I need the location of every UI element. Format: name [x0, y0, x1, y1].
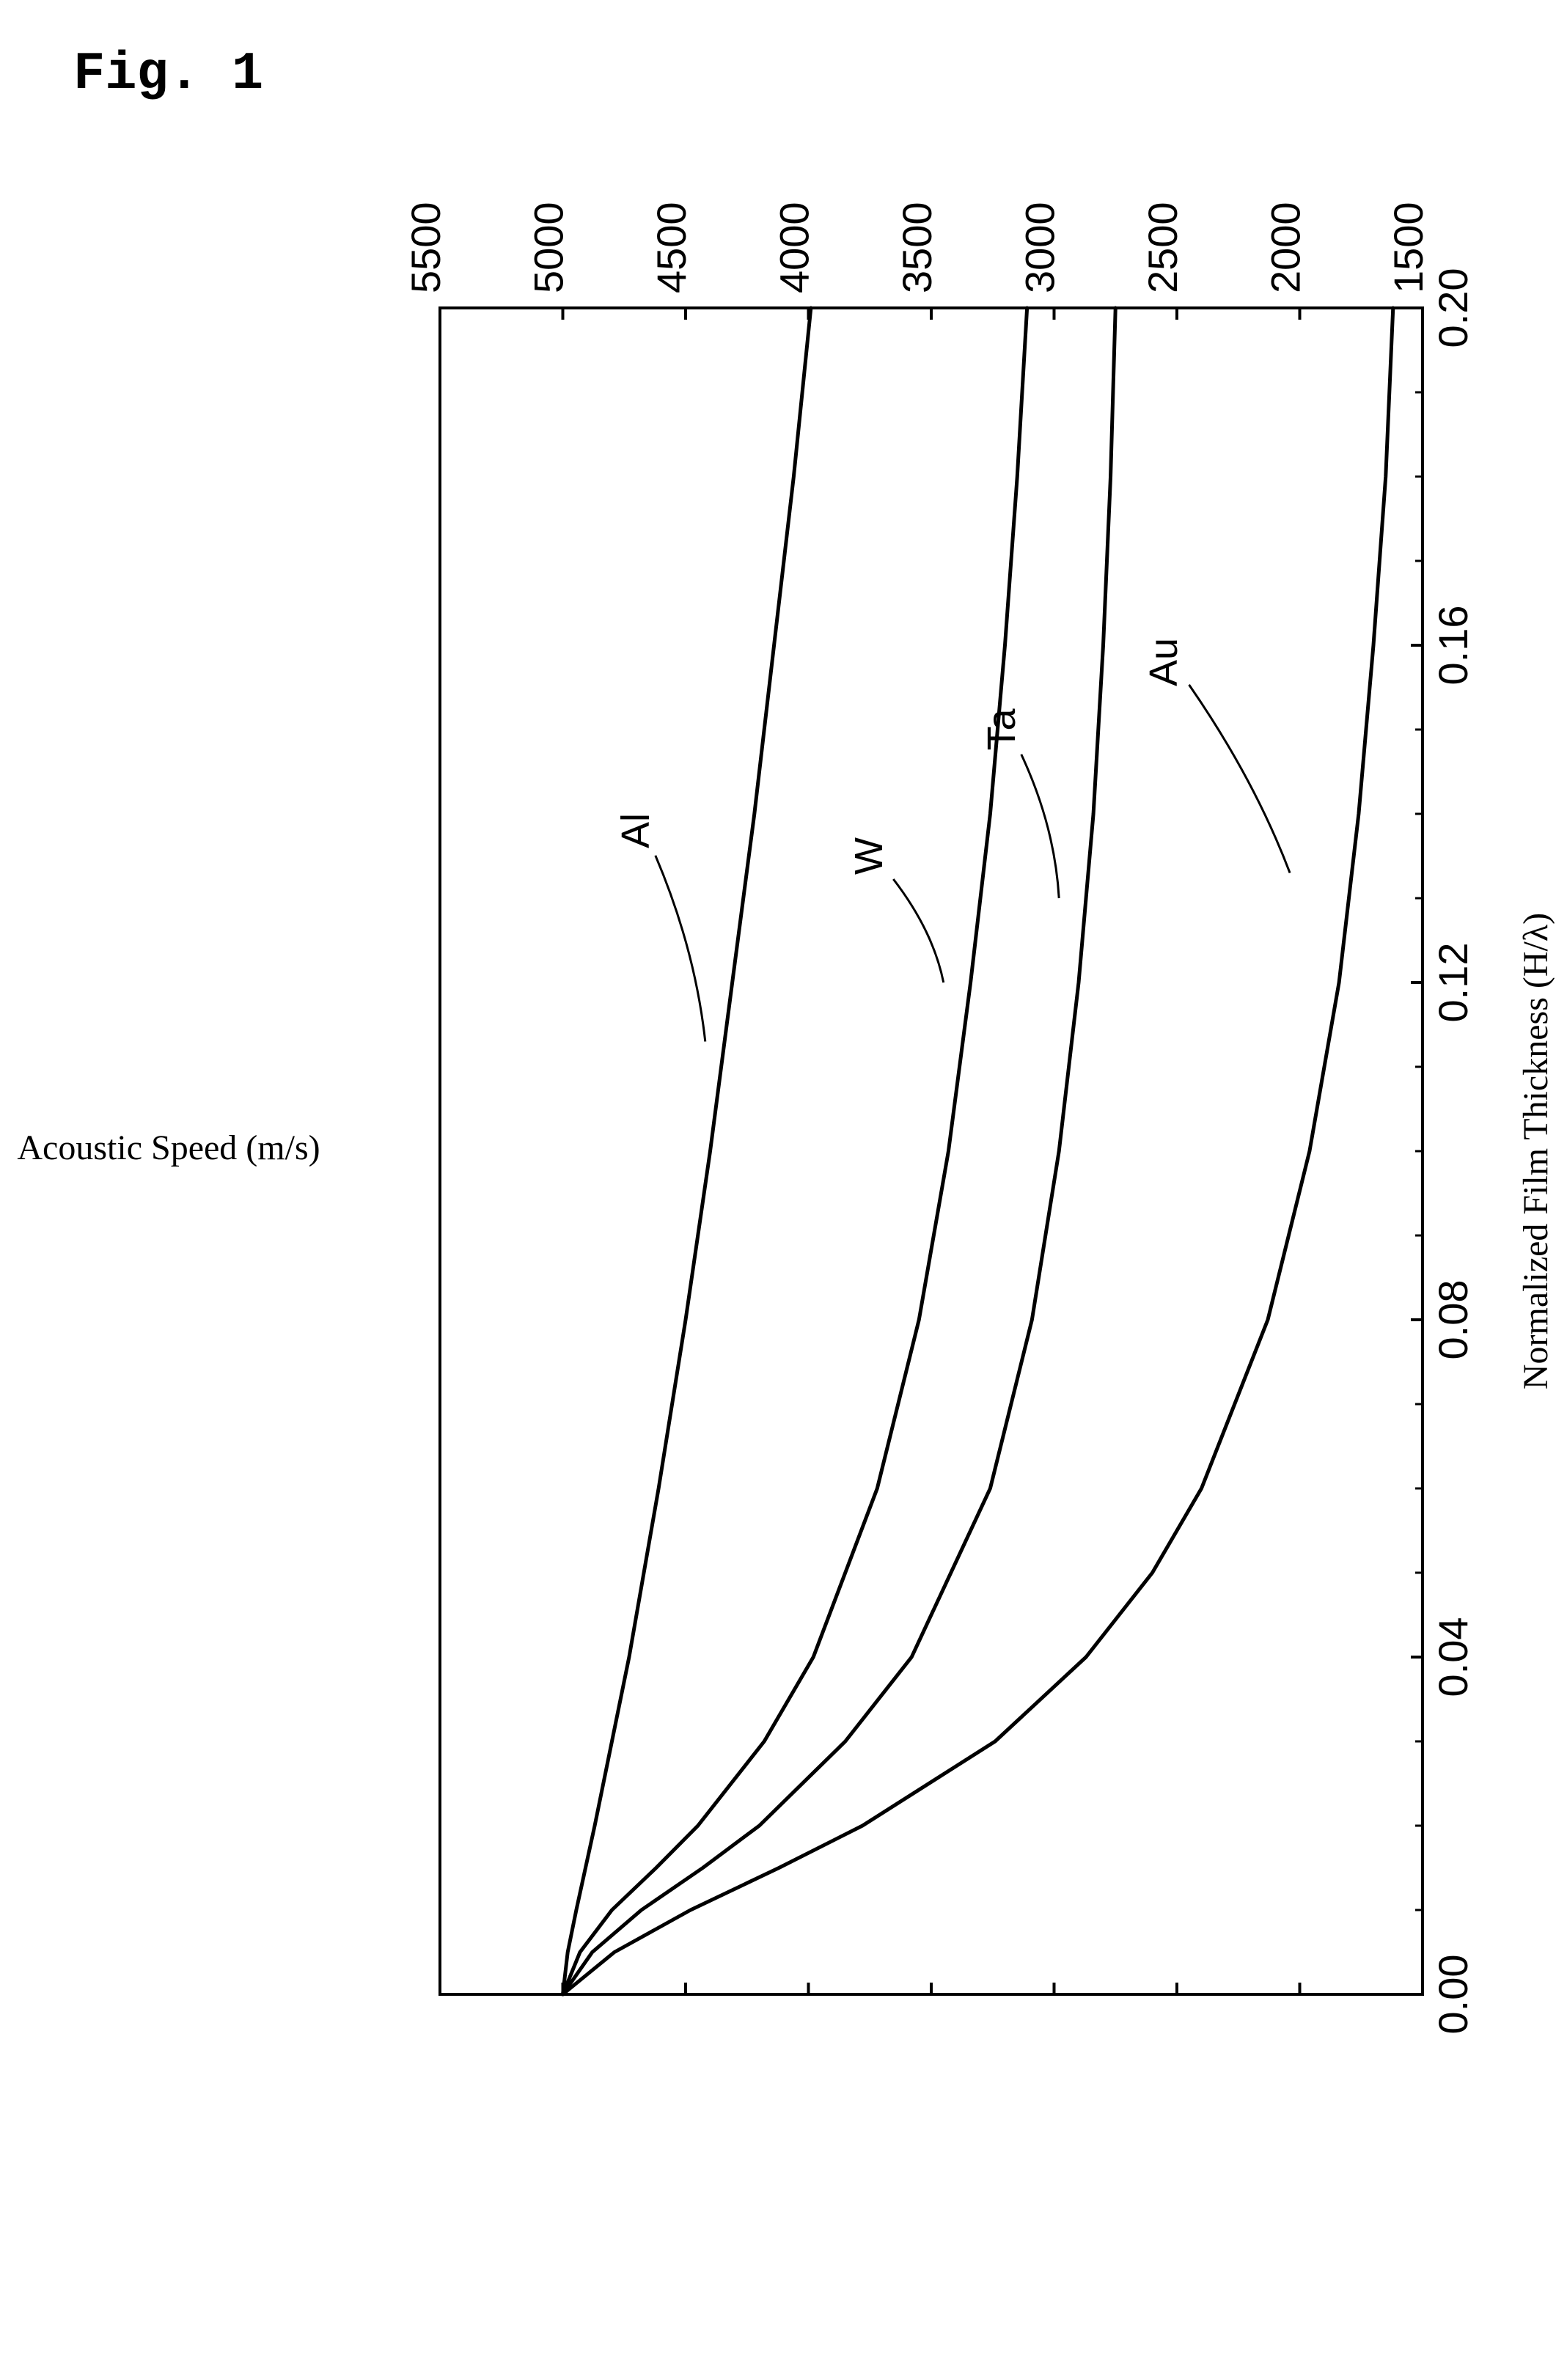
- svg-text:W: W: [847, 837, 891, 875]
- svg-text:5000: 5000: [526, 202, 572, 293]
- svg-text:0.12: 0.12: [1430, 943, 1476, 1023]
- svg-text:0.16: 0.16: [1430, 606, 1476, 686]
- svg-text:0.20: 0.20: [1430, 268, 1476, 348]
- svg-text:1500: 1500: [1385, 202, 1431, 293]
- svg-text:Au: Au: [1142, 638, 1186, 686]
- svg-text:2500: 2500: [1140, 202, 1186, 293]
- svg-text:5500: 5500: [403, 202, 449, 293]
- svg-text:Ta: Ta: [980, 708, 1024, 751]
- chart: 0.00 0.04 0.08 0.12 0.16 0.201500 2000 2500 3000…: [0, 0, 1567, 2380]
- svg-text:3000: 3000: [1017, 202, 1063, 293]
- svg-text:0.08: 0.08: [1430, 1280, 1476, 1360]
- svg-text:2000: 2000: [1263, 202, 1309, 293]
- svg-text:4500: 4500: [648, 202, 694, 293]
- svg-text:0.00: 0.00: [1430, 1955, 1476, 2035]
- svg-text:Acoustic Speed (m/s): Acoustic Speed (m/s): [17, 1128, 320, 1167]
- svg-text:4000: 4000: [771, 202, 818, 293]
- svg-text:0.04: 0.04: [1430, 1617, 1476, 1697]
- svg-text:3500: 3500: [894, 202, 940, 293]
- svg-text:Al: Al: [614, 813, 658, 848]
- svg-text:Normalized Film Thickness (H/λ: Normalized Film Thickness (H/λ): [1516, 913, 1555, 1389]
